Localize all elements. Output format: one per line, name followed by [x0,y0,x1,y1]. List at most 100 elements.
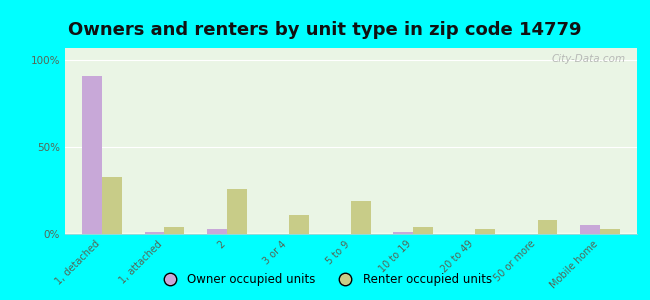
Bar [65,158,637,233]
Bar [83,76,102,234]
Bar [65,104,637,233]
Bar [65,178,637,233]
Bar [65,219,637,234]
Bar [65,65,637,232]
Bar [65,154,637,233]
Bar [65,188,637,234]
Bar [65,100,637,233]
Bar [65,221,637,234]
Bar [65,160,637,233]
Bar [65,74,637,232]
Bar [65,171,637,233]
Bar [600,229,619,234]
Bar [65,89,637,232]
Bar [65,80,637,232]
Bar [393,232,413,234]
Text: Owners and renters by unit type in zip code 14779: Owners and renters by unit type in zip c… [68,21,582,39]
Bar [65,182,637,233]
Bar [65,180,637,233]
Bar [65,56,637,232]
Bar [65,102,637,233]
Bar [65,199,637,234]
Bar [65,186,637,233]
Bar [351,201,371,234]
Bar [65,212,637,234]
Bar [65,113,637,233]
Bar [65,107,637,233]
Bar [65,163,637,233]
Bar [65,193,637,234]
Bar [65,225,637,234]
Bar [65,206,637,234]
Bar [65,145,637,233]
Bar [65,200,637,234]
Text: City-Data.com: City-Data.com [551,54,625,64]
Bar [65,228,637,234]
Bar [65,210,637,234]
Bar [65,96,637,232]
Bar [65,214,637,234]
Bar [65,132,637,233]
Bar [65,110,637,233]
Bar [65,139,637,233]
Bar [65,208,637,234]
Bar [65,115,637,233]
Bar [65,176,637,233]
Bar [65,175,637,233]
Bar [65,128,637,233]
Bar [65,217,637,234]
Bar [65,191,637,234]
Bar [65,137,637,233]
Bar [65,91,637,232]
Bar [65,232,637,234]
Bar [65,215,637,234]
Bar [65,148,637,233]
Bar [65,93,637,232]
Bar [65,48,637,232]
Bar [227,189,246,234]
Bar [65,223,637,234]
Bar [65,161,637,233]
Bar [65,50,637,232]
Bar [413,227,433,234]
Bar [65,72,637,232]
Bar [65,82,637,232]
Bar [65,70,637,232]
Bar [207,229,227,234]
Bar [65,59,637,232]
Bar [65,78,637,232]
Bar [65,184,637,233]
Bar [65,87,637,232]
Bar [65,230,637,234]
Bar [65,94,637,232]
Bar [65,76,637,232]
Bar [65,119,637,233]
Bar [538,220,558,234]
Bar [65,172,637,233]
Bar [144,232,164,234]
Bar [65,111,637,233]
Bar [65,63,637,232]
Bar [65,85,637,232]
Bar [102,177,122,234]
Legend: Owner occupied units, Renter occupied units: Owner occupied units, Renter occupied un… [153,269,497,291]
Bar [65,57,637,232]
Bar [65,52,637,232]
Bar [65,226,637,234]
Bar [65,135,637,233]
Bar [65,134,637,233]
Bar [65,141,637,233]
Bar [65,189,637,234]
Bar [65,121,637,233]
Bar [65,204,637,234]
Bar [65,156,637,233]
Bar [475,229,495,234]
Bar [65,152,637,233]
Bar [65,150,637,233]
Bar [65,147,637,233]
Bar [65,83,637,232]
Bar [65,68,637,233]
Bar [65,169,637,233]
Bar [65,106,637,233]
Bar [65,122,637,233]
